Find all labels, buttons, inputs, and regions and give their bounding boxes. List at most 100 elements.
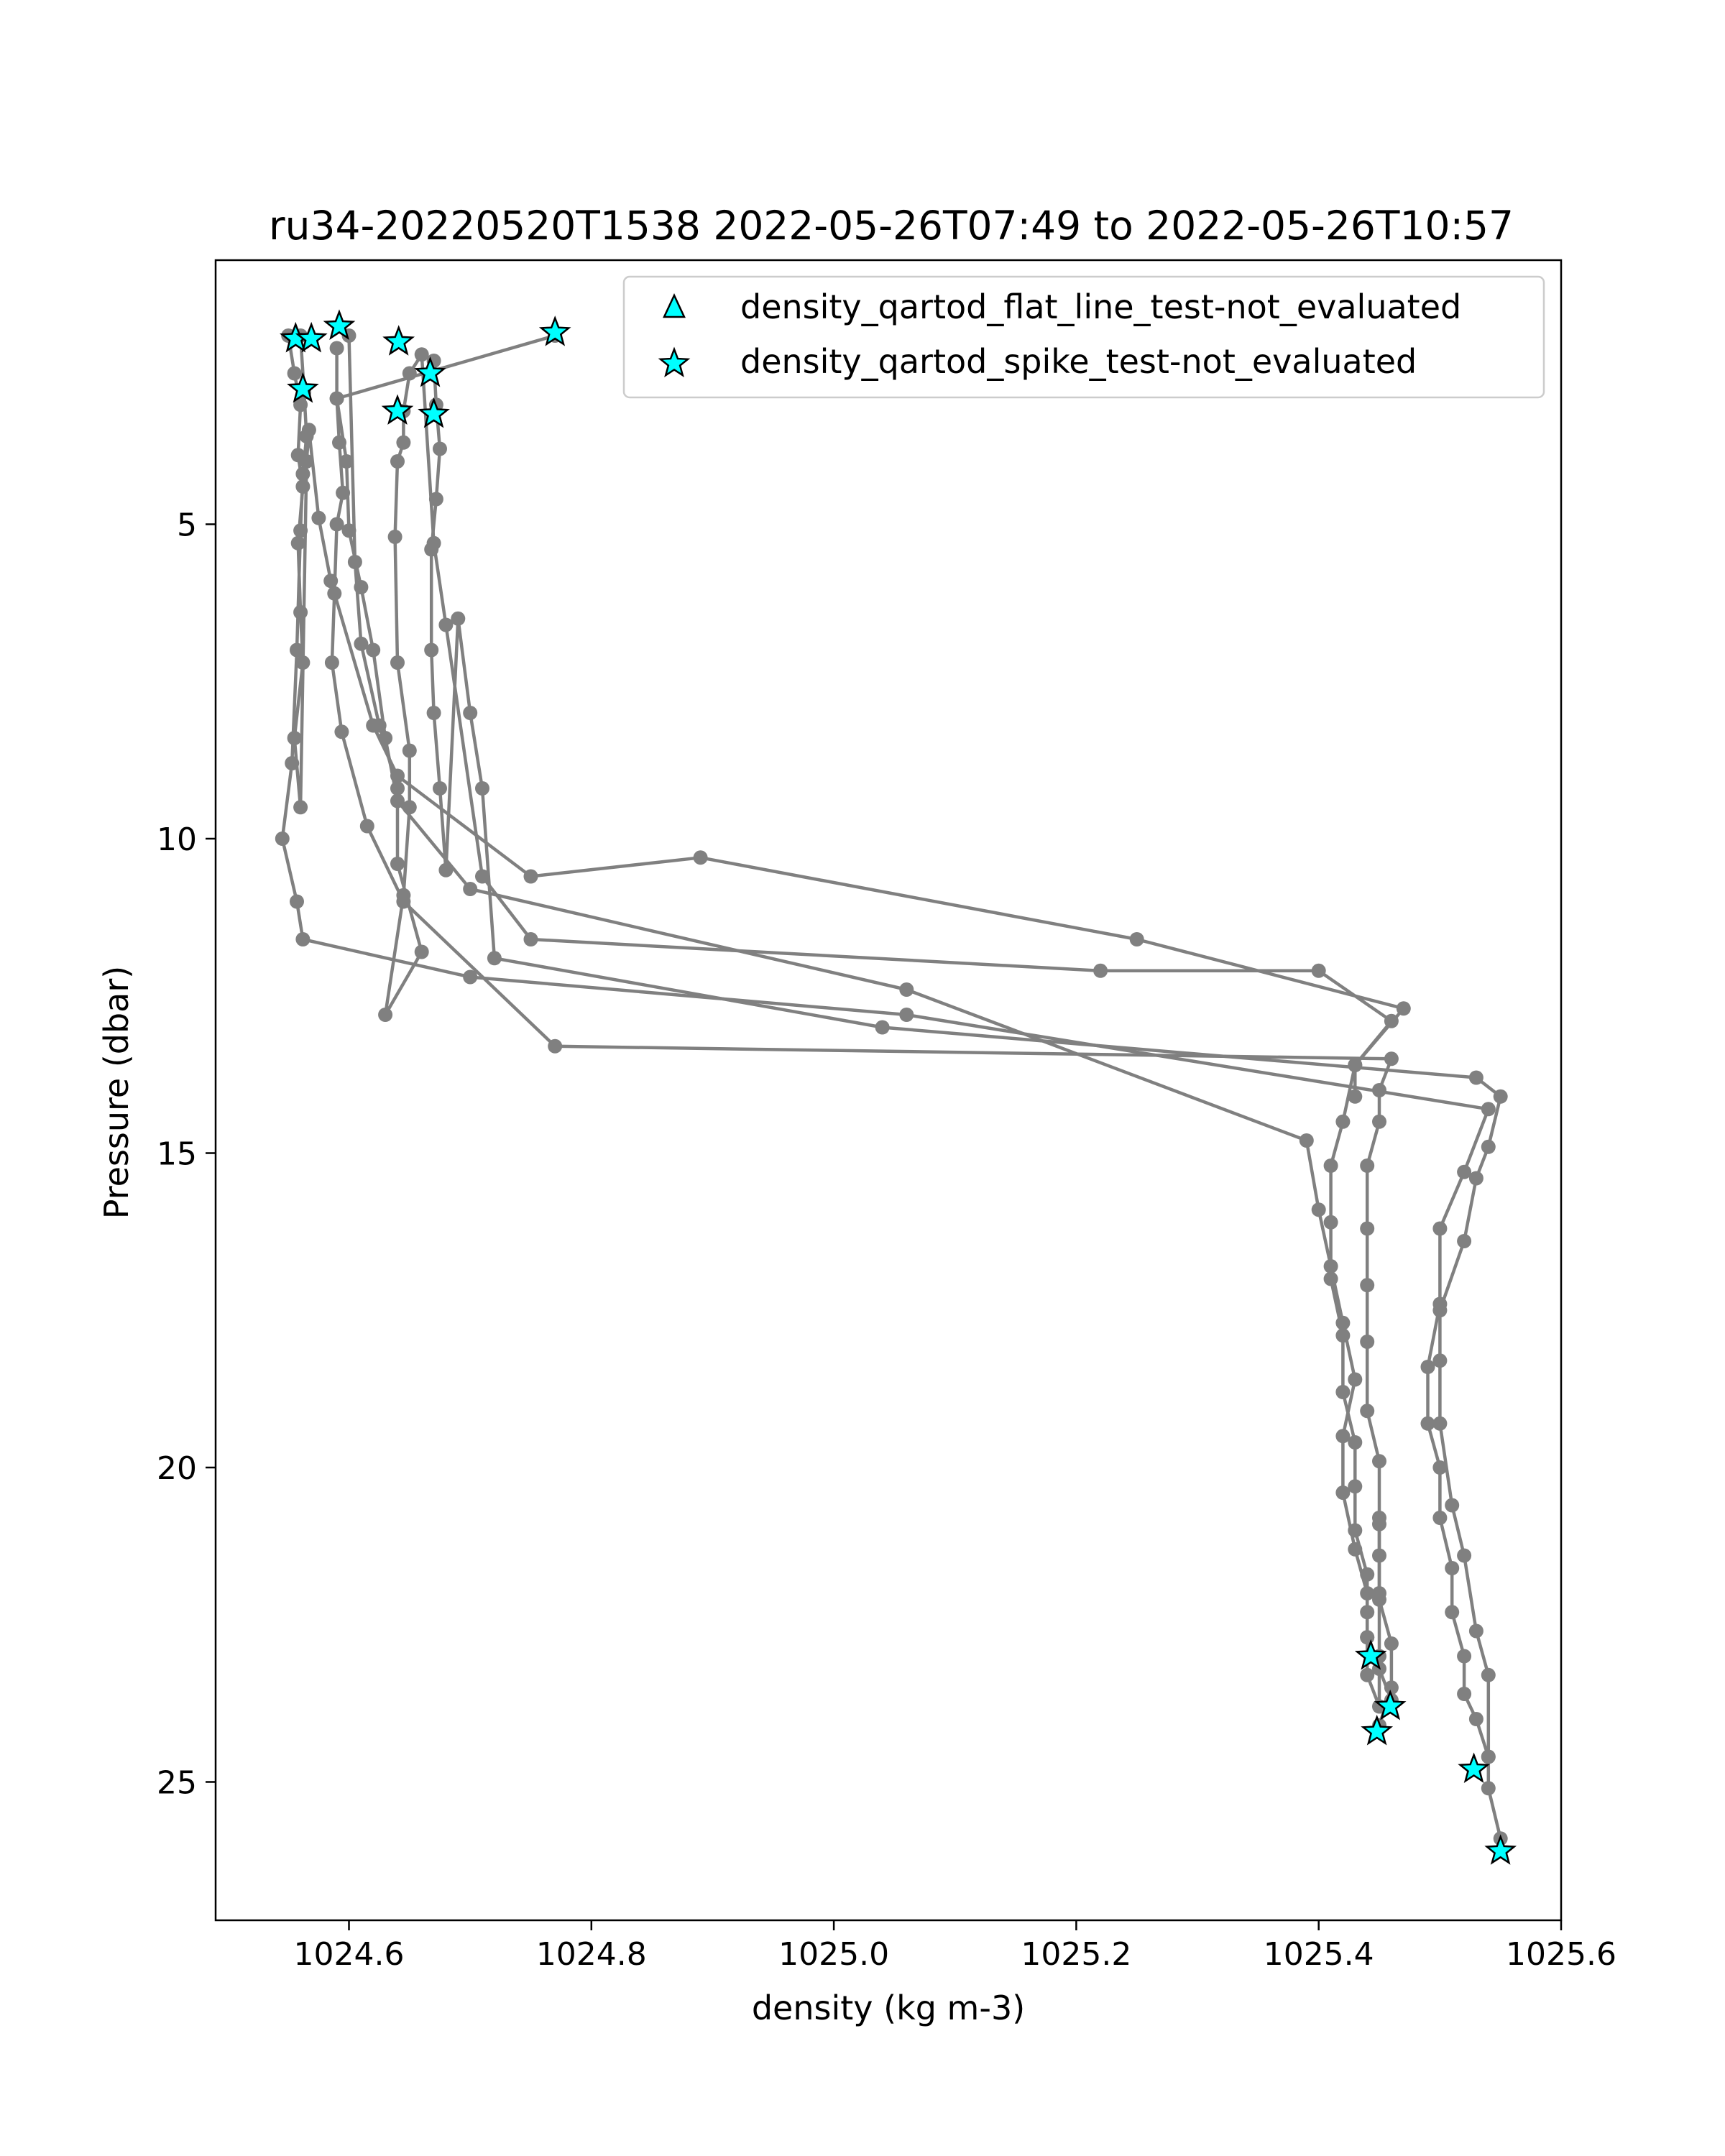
profile-point [1360, 1221, 1375, 1236]
profile-point [1360, 1158, 1375, 1173]
profile-point [390, 454, 405, 469]
profile-point [1384, 1680, 1399, 1695]
spike-test-star-marker [382, 325, 415, 356]
legend-box [622, 275, 1545, 399]
profile-point [290, 894, 304, 909]
x-tick-label: 1025.0 [778, 1936, 889, 1973]
x-axis: 1024.6 1024.8 1025.0 1025.2 1025.4 1025.6 [294, 1920, 1616, 1973]
profile-point [285, 756, 300, 770]
profile-point [341, 523, 356, 538]
profile-point [1299, 1133, 1314, 1148]
profile-point [1432, 1221, 1448, 1236]
profile-point [1372, 1548, 1386, 1563]
profile-point [329, 341, 344, 356]
profile-point [299, 429, 314, 443]
x-tick-label: 1024.6 [294, 1936, 405, 1973]
profile-point [523, 932, 538, 946]
spike-test-star-marker [1361, 1714, 1394, 1746]
profile-point [1420, 1416, 1435, 1431]
profile-point [293, 523, 308, 538]
profile-point [1468, 1171, 1484, 1186]
profile-point [1360, 1278, 1375, 1293]
profile-point [1323, 1259, 1338, 1273]
y-tick-label: 10 [157, 821, 197, 858]
x-axis-label: density (kg m-3) [752, 1989, 1025, 2027]
profile-point [693, 850, 708, 865]
profile-point [1445, 1561, 1460, 1575]
profile-point [327, 586, 342, 601]
spike-test-star-marker [1458, 1752, 1490, 1784]
profile-point [354, 636, 369, 651]
profile-point [390, 655, 405, 670]
profile-point [424, 542, 439, 557]
profile-point [1348, 1479, 1363, 1494]
profile-point [1360, 1586, 1375, 1600]
profile-point [1481, 1139, 1496, 1154]
profile-point [487, 951, 502, 966]
profile-point [295, 479, 310, 494]
profile-point [1432, 1303, 1448, 1318]
profile-point [295, 932, 310, 946]
profile-point [1372, 1454, 1386, 1469]
profile-point [463, 706, 478, 720]
x-tick-label: 1025.4 [1264, 1936, 1374, 1973]
profile-point [1360, 1335, 1375, 1349]
profile-point [1360, 1567, 1375, 1582]
profile-point [1481, 1781, 1496, 1796]
profile-point [1360, 1605, 1375, 1620]
profile-point [475, 869, 489, 884]
profile-point [424, 642, 439, 658]
profile-point [1348, 1372, 1363, 1387]
profile-point [438, 862, 454, 877]
profile-point [1432, 1511, 1448, 1525]
profile-point [1335, 1429, 1351, 1444]
profile-point [1468, 1623, 1484, 1639]
profile-point [1432, 1460, 1448, 1475]
y-tick-label: 5 [177, 507, 197, 544]
profile-point [295, 655, 310, 670]
profile-point [390, 857, 405, 871]
profile-point [1348, 1435, 1363, 1450]
profile-point [1093, 963, 1108, 978]
profile-point [347, 555, 362, 569]
profile-point [1348, 1523, 1363, 1538]
plot-area [275, 309, 1517, 1865]
legend-star-icon [658, 346, 691, 378]
profile-point [378, 1008, 393, 1022]
x-tick-label: 1025.6 [1506, 1936, 1616, 1973]
profile-point [339, 454, 354, 469]
profile-point [1493, 1089, 1508, 1104]
profile-line-1 [280, 335, 1502, 1839]
profile-point [414, 347, 429, 362]
profile-point [402, 743, 417, 758]
profile-point [414, 944, 429, 959]
profile-point [1384, 1013, 1399, 1028]
spike-test-star-marker [381, 394, 414, 425]
profile-point [463, 882, 478, 896]
y-tick-label: 15 [157, 1136, 197, 1173]
profile-point [1348, 1089, 1363, 1104]
profile-point [290, 535, 305, 550]
x-tick-label: 1024.8 [536, 1936, 647, 1973]
spike-test-star-marker [1374, 1689, 1407, 1720]
spike-test-star-marker [418, 397, 450, 428]
spike-test-star-marker [1484, 1834, 1517, 1865]
chart-title: ru34-20220520T1538 2022-05-26T07:49 to 2… [269, 203, 1514, 249]
profile-point [1360, 1667, 1375, 1682]
profile-point [334, 724, 349, 740]
profile-point [1360, 1404, 1375, 1419]
y-axis-label: Pressure (dbar) [97, 966, 136, 1219]
profile-point [329, 517, 344, 532]
profile-point [1335, 1315, 1351, 1330]
spike-test-star-marker [295, 321, 328, 353]
profile-point [428, 492, 443, 507]
profile-point [324, 655, 339, 670]
profile-point [426, 706, 441, 720]
profile-point [438, 617, 454, 632]
profile-point [1457, 1164, 1472, 1179]
profile-point [1445, 1498, 1460, 1513]
profile-point [1372, 1592, 1386, 1607]
profile-point [1432, 1353, 1448, 1368]
profile-point [1348, 1058, 1363, 1072]
